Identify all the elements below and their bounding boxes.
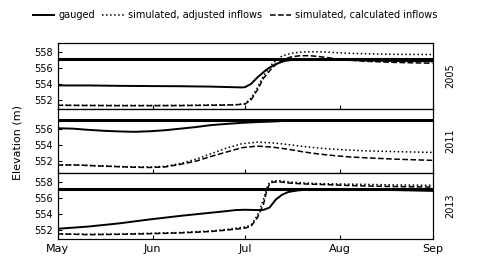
Text: Elevation (m): Elevation (m) <box>12 106 22 180</box>
Legend: gauged, simulated, adjusted inflows, simulated, calculated inflows: gauged, simulated, adjusted inflows, sim… <box>29 6 441 24</box>
Text: 2011: 2011 <box>446 129 456 153</box>
Text: 2005: 2005 <box>446 64 456 88</box>
Text: 2013: 2013 <box>446 194 456 218</box>
